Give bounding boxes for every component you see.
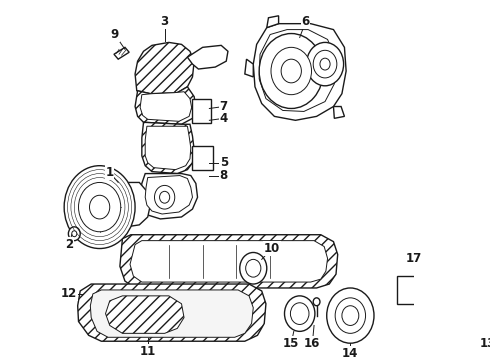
Polygon shape	[140, 92, 192, 121]
Polygon shape	[105, 296, 184, 333]
Circle shape	[72, 231, 77, 237]
Polygon shape	[452, 291, 490, 353]
Polygon shape	[145, 176, 193, 214]
Polygon shape	[145, 126, 191, 170]
Circle shape	[240, 252, 267, 284]
Circle shape	[64, 166, 135, 248]
Polygon shape	[142, 122, 194, 174]
Text: 9: 9	[111, 28, 119, 41]
Circle shape	[160, 191, 170, 203]
Text: 17: 17	[406, 252, 422, 265]
Text: 15: 15	[283, 337, 299, 350]
Circle shape	[69, 227, 80, 240]
Text: 6: 6	[301, 15, 310, 28]
Polygon shape	[78, 284, 266, 341]
Polygon shape	[140, 174, 197, 219]
Text: 11: 11	[140, 345, 156, 357]
Polygon shape	[429, 291, 452, 316]
Circle shape	[342, 306, 359, 325]
Text: 12: 12	[61, 287, 77, 300]
Polygon shape	[130, 240, 327, 282]
Text: 10: 10	[264, 242, 280, 255]
Polygon shape	[114, 47, 129, 59]
Circle shape	[245, 259, 261, 277]
Circle shape	[154, 185, 175, 209]
Polygon shape	[135, 87, 196, 124]
Ellipse shape	[461, 314, 485, 328]
Polygon shape	[397, 276, 431, 304]
Polygon shape	[422, 299, 429, 308]
Polygon shape	[193, 99, 211, 123]
Circle shape	[281, 59, 301, 83]
Circle shape	[78, 183, 121, 232]
Circle shape	[313, 50, 337, 78]
Text: 8: 8	[220, 169, 228, 182]
Polygon shape	[187, 45, 228, 69]
Text: 13: 13	[480, 337, 490, 350]
Polygon shape	[97, 183, 150, 227]
Circle shape	[259, 33, 323, 108]
Circle shape	[327, 288, 374, 343]
Circle shape	[320, 58, 330, 70]
Circle shape	[90, 195, 110, 219]
Circle shape	[271, 47, 312, 95]
Polygon shape	[90, 290, 253, 337]
Circle shape	[313, 298, 320, 306]
Text: 1: 1	[106, 166, 114, 179]
Circle shape	[291, 303, 309, 324]
Text: 2: 2	[65, 238, 74, 251]
Text: 14: 14	[342, 347, 359, 360]
Polygon shape	[193, 146, 213, 170]
Text: 3: 3	[161, 15, 169, 28]
Polygon shape	[120, 235, 338, 288]
Polygon shape	[259, 30, 336, 112]
Text: 16: 16	[304, 337, 320, 350]
Polygon shape	[334, 107, 344, 118]
Polygon shape	[267, 16, 279, 28]
Circle shape	[306, 42, 343, 86]
Text: 5: 5	[220, 156, 228, 169]
Circle shape	[335, 298, 366, 333]
Text: 4: 4	[220, 112, 228, 125]
Polygon shape	[253, 24, 346, 120]
Circle shape	[285, 296, 315, 331]
Text: 7: 7	[220, 100, 228, 113]
Polygon shape	[245, 59, 253, 77]
Polygon shape	[135, 42, 194, 95]
